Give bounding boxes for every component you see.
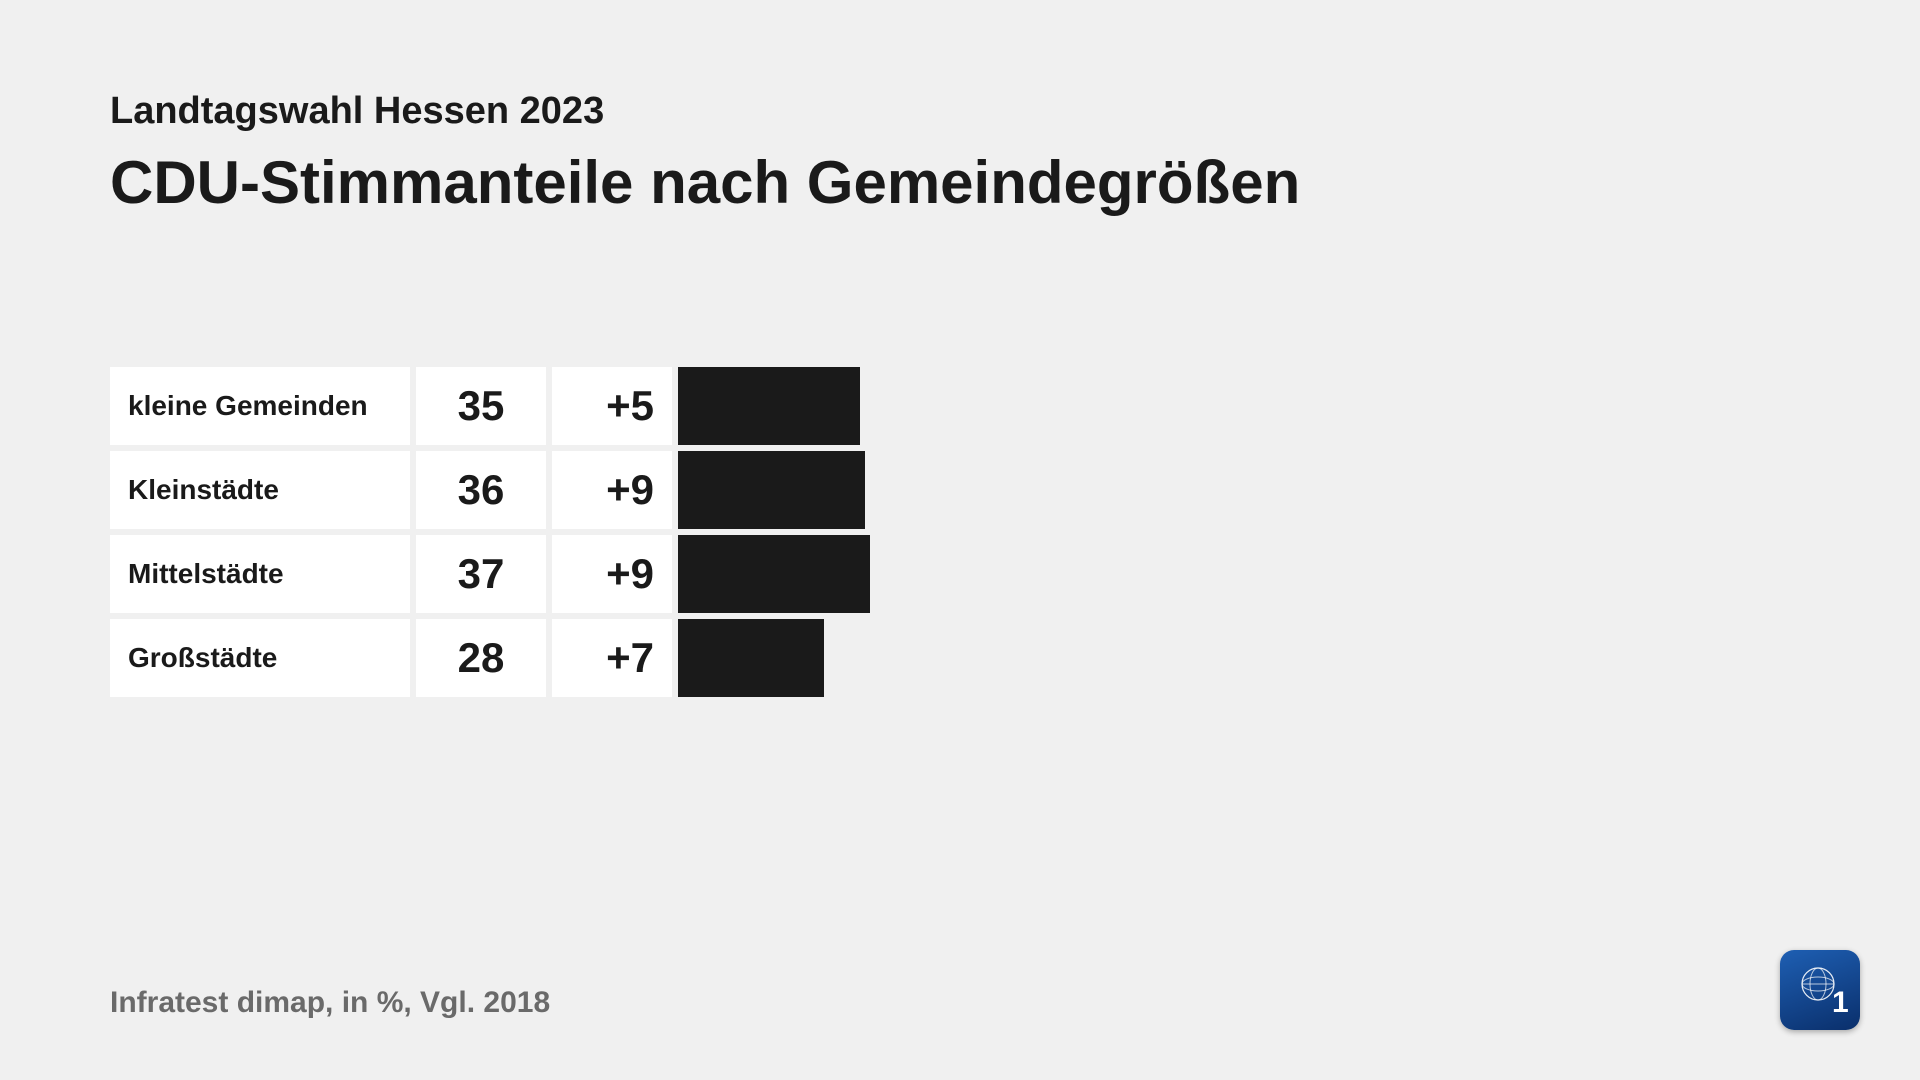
chart-row: Kleinstädte36+9 [110, 451, 1810, 529]
row-label: Kleinstädte [110, 451, 410, 529]
row-value: 35 [416, 367, 546, 445]
row-value: 28 [416, 619, 546, 697]
bar [678, 451, 865, 529]
page-title: CDU-Stimmanteile nach Gemeindegrößen [110, 148, 1810, 217]
bar-track [678, 619, 1810, 697]
row-change: +9 [552, 535, 672, 613]
row-value: 37 [416, 535, 546, 613]
row-change: +7 [552, 619, 672, 697]
bar-track [678, 367, 1810, 445]
bar [678, 367, 860, 445]
network-logo: 1 [1780, 950, 1860, 1030]
bar-chart: kleine Gemeinden35+5Kleinstädte36+9Mitte… [110, 367, 1810, 697]
chart-row: Mittelstädte37+9 [110, 535, 1810, 613]
row-label: kleine Gemeinden [110, 367, 410, 445]
row-change: +5 [552, 367, 672, 445]
subtitle: Landtagswahl Hessen 2023 [110, 90, 1810, 133]
bar-track [678, 451, 1810, 529]
source-footer: Infratest dimap, in %, Vgl. 2018 [110, 986, 550, 1020]
row-label: Mittelstädte [110, 535, 410, 613]
bar-track [678, 535, 1810, 613]
globe-one-icon: 1 [1790, 960, 1850, 1020]
chart-row: kleine Gemeinden35+5 [110, 367, 1810, 445]
chart-row: Großstädte28+7 [110, 619, 1810, 697]
bar [678, 535, 870, 613]
svg-text:1: 1 [1832, 986, 1849, 1019]
row-label: Großstädte [110, 619, 410, 697]
row-value: 36 [416, 451, 546, 529]
bar [678, 619, 824, 697]
row-change: +9 [552, 451, 672, 529]
